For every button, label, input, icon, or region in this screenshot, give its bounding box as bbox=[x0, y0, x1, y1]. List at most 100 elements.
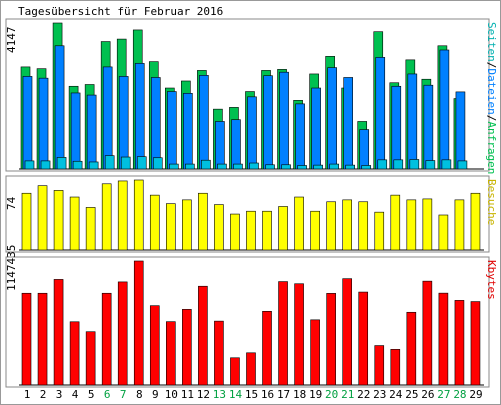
bar-seiten bbox=[265, 164, 275, 170]
bar-kbytes bbox=[262, 310, 272, 386]
bar-kbytes bbox=[117, 281, 128, 386]
x-tick-label: 8 bbox=[136, 388, 143, 401]
bar-besuche bbox=[374, 211, 385, 251]
bar-seiten bbox=[393, 159, 404, 170]
bar-kbytes bbox=[37, 292, 48, 386]
x-tick-label: 6 bbox=[104, 388, 111, 401]
bar-seiten bbox=[56, 157, 67, 170]
bar-besuche bbox=[438, 214, 449, 251]
bar-kbytes bbox=[53, 279, 64, 386]
chart-title: Tagesübersicht für Februar 2016 bbox=[18, 5, 223, 18]
bar-seiten bbox=[120, 156, 131, 170]
bar-besuche bbox=[278, 206, 288, 251]
bar-besuche bbox=[149, 194, 160, 251]
x-tick-label: 14 bbox=[229, 388, 243, 401]
bar-seiten bbox=[136, 156, 147, 170]
bar-dateien bbox=[70, 92, 81, 170]
x-tick-label: 5 bbox=[88, 388, 95, 401]
bar-besuche bbox=[310, 210, 320, 251]
bar-seiten bbox=[72, 160, 83, 170]
bar-besuche bbox=[246, 210, 256, 251]
bar-kbytes bbox=[246, 352, 256, 386]
bar-besuche bbox=[133, 179, 144, 251]
bar-seiten bbox=[88, 161, 99, 170]
bar-dateien bbox=[54, 45, 65, 170]
bar-dateien bbox=[150, 77, 161, 170]
bar-kbytes bbox=[182, 309, 192, 386]
bar-seiten bbox=[345, 164, 355, 170]
bar-seiten bbox=[40, 160, 51, 170]
x-tick-label: 10 bbox=[165, 388, 178, 401]
bar-kbytes bbox=[21, 292, 32, 386]
bar-kbytes bbox=[278, 281, 288, 386]
bar-kbytes bbox=[310, 319, 320, 386]
axis-title-part: Anfragen bbox=[485, 121, 498, 174]
bar-kbytes bbox=[198, 285, 208, 386]
x-tick-label: 26 bbox=[421, 388, 434, 401]
bar-seiten bbox=[233, 163, 243, 170]
bar-dateien bbox=[359, 129, 370, 170]
bar-seiten bbox=[297, 165, 307, 170]
bar-dateien bbox=[38, 77, 49, 170]
x-tick-label: 23 bbox=[373, 388, 386, 401]
bar-seiten bbox=[281, 164, 291, 170]
bar-besuche bbox=[214, 204, 224, 251]
bar-dateien bbox=[327, 67, 337, 170]
axis-title-part: Dateien bbox=[485, 68, 498, 114]
x-tick-label: 16 bbox=[261, 388, 274, 401]
bar-kbytes bbox=[149, 305, 160, 386]
bar-besuche bbox=[85, 207, 96, 251]
panel-frame bbox=[5, 18, 490, 172]
bar-kbytes bbox=[422, 280, 433, 386]
x-tick-label: 12 bbox=[197, 388, 210, 401]
x-tick-label: 25 bbox=[405, 388, 418, 401]
bar-kbytes bbox=[374, 345, 385, 386]
x-axis-day-labels: 1 2 3 4 5 6 7 8 9 10 11 12 13 14 15 16 17 18 19 20 21 22 23 24 2… bbox=[24, 388, 483, 401]
bar-kbytes bbox=[438, 292, 449, 386]
panel-kbytes: 1147435 Kbytes bbox=[5, 245, 498, 388]
bar-dateien bbox=[134, 63, 145, 170]
bar-dateien bbox=[423, 84, 434, 170]
y-max-label: 74 bbox=[5, 196, 18, 210]
bar-seiten bbox=[249, 162, 259, 170]
bar-besuche bbox=[422, 198, 433, 251]
bar-dateien bbox=[311, 87, 321, 170]
bar-seiten bbox=[24, 160, 35, 170]
bar-besuche bbox=[342, 199, 352, 251]
x-tick-label: 27 bbox=[437, 388, 450, 401]
x-tick-label: 24 bbox=[389, 388, 403, 401]
bar-seiten bbox=[217, 163, 227, 170]
bar-besuche bbox=[166, 203, 176, 251]
bar-dateien bbox=[167, 91, 177, 170]
bar-kbytes bbox=[101, 292, 112, 386]
bar-seiten bbox=[457, 160, 468, 170]
bar-besuche bbox=[37, 185, 48, 251]
x-tick-label: 4 bbox=[72, 388, 79, 401]
bar-dateien bbox=[231, 119, 241, 170]
bar-dateien bbox=[183, 93, 193, 170]
bar-seiten bbox=[441, 159, 452, 170]
bar-dateien bbox=[279, 71, 289, 170]
bar-besuche bbox=[470, 192, 481, 251]
bar-seiten bbox=[169, 163, 179, 170]
bar-seiten bbox=[104, 155, 115, 170]
bar-dateien bbox=[199, 75, 209, 170]
bar-kbytes bbox=[85, 331, 96, 386]
y-max-label: 1147435 bbox=[5, 245, 18, 291]
bar-dateien bbox=[86, 94, 97, 170]
bar-dateien bbox=[118, 76, 129, 170]
bar-kbytes bbox=[454, 300, 465, 386]
x-tick-label: 29 bbox=[469, 388, 482, 401]
bar-dateien bbox=[22, 76, 33, 170]
x-tick-label: 22 bbox=[357, 388, 370, 401]
bar-seiten bbox=[377, 159, 388, 170]
bar-besuche bbox=[53, 190, 64, 251]
axis-title-part: Seiten bbox=[485, 22, 498, 62]
x-tick-label: 20 bbox=[325, 388, 338, 401]
x-tick-label: 2 bbox=[40, 388, 47, 401]
bar-seiten bbox=[201, 159, 211, 170]
bar-seiten bbox=[425, 160, 436, 170]
